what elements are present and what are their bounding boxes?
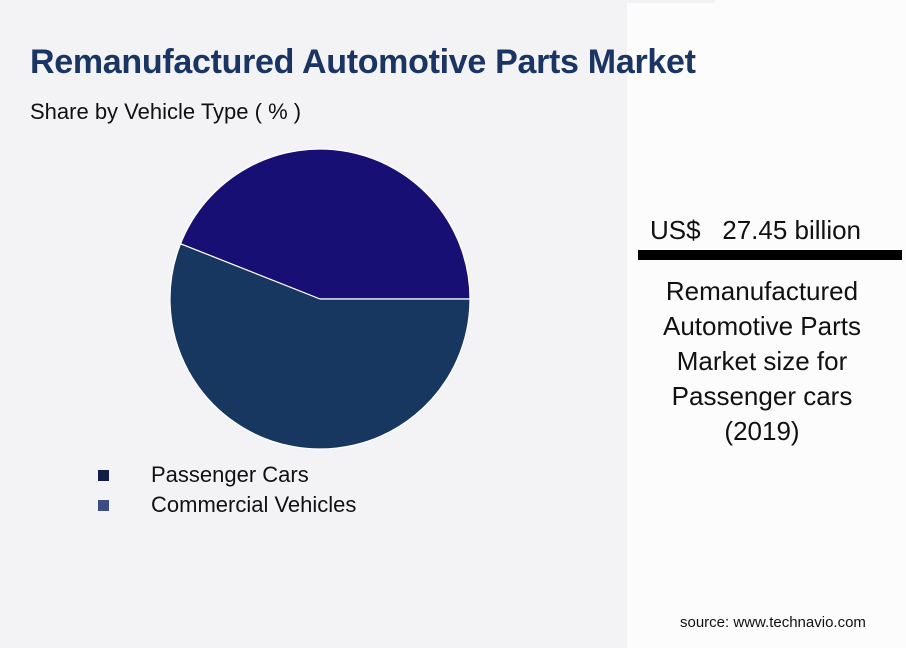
legend-label: Commercial Vehicles bbox=[151, 492, 357, 517]
kpi-description: Remanufactured Automotive Parts Market s… bbox=[663, 276, 861, 446]
pie-slice-passenger-cars bbox=[179, 148, 471, 300]
legend-swatch-icon bbox=[98, 469, 109, 481]
legend: Passenger Cars Commercial Vehicles bbox=[98, 460, 356, 520]
pie-slice-commercial-vehicles bbox=[169, 243, 471, 450]
legend-swatch-icon bbox=[98, 499, 109, 511]
legend-label: Passenger Cars bbox=[151, 462, 309, 487]
legend-item-commercial-vehicles: Commercial Vehicles bbox=[98, 490, 356, 520]
kpi-value: US$ 27.45 billion bbox=[650, 215, 862, 245]
chart-subtitle: Share by Vehicle Type ( % ) bbox=[30, 99, 302, 124]
kpi-divider bbox=[638, 250, 902, 260]
source-credit: source: www.technavio.com bbox=[680, 614, 866, 631]
chart-title: Remanufactured Automotive Parts Market bbox=[30, 43, 696, 81]
legend-item-passenger-cars: Passenger Cars bbox=[98, 460, 356, 490]
pie-chart bbox=[169, 148, 471, 450]
kpi-panel bbox=[627, 3, 906, 648]
right-panel-top bbox=[715, 0, 906, 3]
